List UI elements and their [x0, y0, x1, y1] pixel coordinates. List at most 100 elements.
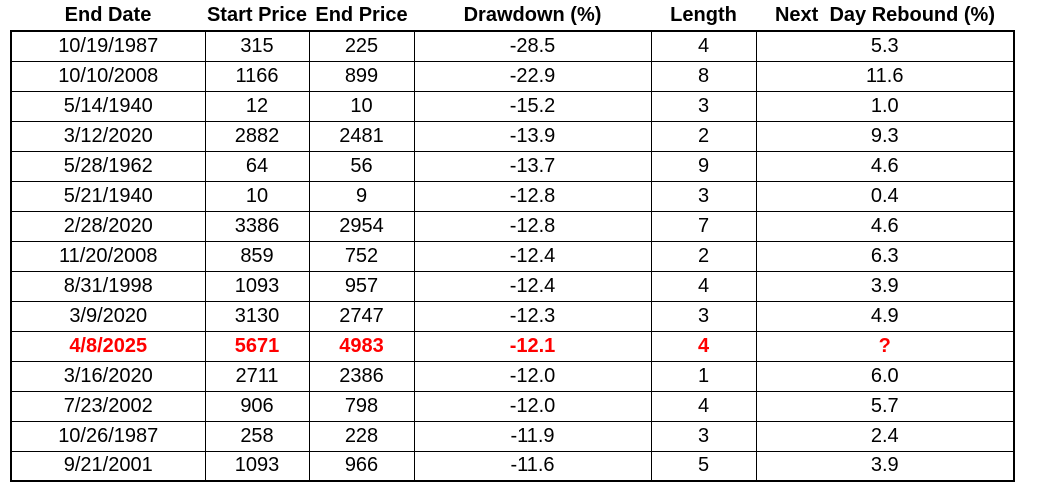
- table-cell: 315: [204, 30, 310, 62]
- table-cell: 859: [204, 240, 310, 272]
- table-cell: 4.9: [755, 300, 1015, 332]
- table-row: 3/9/2020 3130 2747 -12.3 3 4.9: [10, 300, 1015, 332]
- table-cell: 11.6: [755, 60, 1015, 92]
- table-cell: 4.6: [755, 210, 1015, 242]
- header-row: End Date Start Price End Price Drawdown …: [11, 0, 1014, 31]
- table-cell: 2954: [308, 210, 415, 242]
- table-body: 10/19/1987 315 225 -28.5 4 5.3 10/10/2008 1166 8…: [10, 30, 1015, 482]
- table-cell: -22.9: [413, 60, 652, 92]
- table-cell: 228: [308, 420, 415, 452]
- table-cell: 10: [204, 180, 310, 212]
- table-cell: 3386: [204, 210, 310, 242]
- table-cell: 2386: [308, 360, 415, 392]
- column-header-end-date: End Date: [64, 3, 152, 26]
- table-cell: 6.0: [755, 360, 1015, 392]
- table-row: 11/20/2008 859 752 -12.4 2 6.3: [10, 240, 1015, 272]
- table-cell: -13.7: [413, 150, 652, 182]
- table-cell: -15.2: [413, 90, 652, 122]
- table-cell: 7/23/2002: [10, 390, 206, 422]
- table-cell: 752: [308, 240, 415, 272]
- column-header-end-price: End Price: [315, 3, 408, 26]
- table-cell: 10/10/2008: [10, 60, 206, 92]
- table-cell: -13.9: [413, 120, 652, 152]
- table-cell: 7: [650, 210, 757, 242]
- table-cell: 2481: [308, 120, 415, 152]
- table-row: 5/21/1940 10 9 -12.8 3 0.4: [10, 180, 1015, 212]
- table-cell: 4: [650, 30, 757, 62]
- table-cell: 3: [650, 180, 757, 212]
- table-cell: 2/28/2020: [10, 210, 206, 242]
- table-row: 3/16/2020 2711 2386 -12.0 1 6.0: [10, 360, 1015, 392]
- table-cell: 6.3: [755, 240, 1015, 272]
- table-cell: 899: [308, 60, 415, 92]
- table-cell: 2: [650, 240, 757, 272]
- table-cell: 9.3: [755, 120, 1015, 152]
- table-cell: -12.8: [413, 180, 652, 212]
- drawdown-table: End Date Start Price End Price Drawdown …: [10, 0, 1015, 482]
- table-cell: 4983: [308, 330, 415, 362]
- table-cell: -12.4: [413, 270, 652, 302]
- table-row: 5/28/1962 64 56 -13.7 9 4.6: [10, 150, 1015, 182]
- column-header-start-price: Start Price: [206, 3, 308, 26]
- table-cell: 258: [204, 420, 310, 452]
- table-cell: 2.4: [755, 420, 1015, 452]
- table-cell: 1: [650, 360, 757, 392]
- table-cell: -12.0: [413, 360, 652, 392]
- table-header: End Date Start Price End Price Drawdown …: [11, 0, 1014, 31]
- table-cell: -12.8: [413, 210, 652, 242]
- table-cell: 64: [204, 150, 310, 182]
- column-header-length: Length: [670, 3, 737, 26]
- table-row: 9/21/2001 1093 966 -11.6 5 3.9: [10, 450, 1015, 482]
- table-cell: ?: [755, 330, 1015, 362]
- table-cell: 11/20/2008: [10, 240, 206, 272]
- table-cell: -11.6: [413, 450, 652, 482]
- table-cell: 9/21/2001: [10, 450, 206, 482]
- table-row: 10/10/2008 1166 899 -22.9 8 11.6: [10, 60, 1015, 92]
- table-cell: 8: [650, 60, 757, 92]
- table-cell: -28.5: [413, 30, 652, 62]
- table-cell: 3: [650, 420, 757, 452]
- table-cell: -12.4: [413, 240, 652, 272]
- table-cell: 4.6: [755, 150, 1015, 182]
- table-cell: 4: [650, 390, 757, 422]
- table-cell: 3130: [204, 300, 310, 332]
- table-cell: 5/14/1940: [10, 90, 206, 122]
- table-cell: 906: [204, 390, 310, 422]
- table-row: 10/19/1987 315 225 -28.5 4 5.3: [10, 30, 1015, 62]
- table-cell: 1166: [204, 60, 310, 92]
- table-cell: 5: [650, 450, 757, 482]
- table-cell: -12.0: [413, 390, 652, 422]
- table-cell: 8/31/1998: [10, 270, 206, 302]
- table-cell: 1.0: [755, 90, 1015, 122]
- table-cell: 5.3: [755, 30, 1015, 62]
- table-cell: 56: [308, 150, 415, 182]
- table-cell: -12.1: [413, 330, 652, 362]
- table-cell: 1093: [204, 270, 310, 302]
- table-cell: 2747: [308, 300, 415, 332]
- table-row: 10/26/1987 258 228 -11.9 3 2.4: [10, 420, 1015, 452]
- table-cell: 9: [650, 150, 757, 182]
- table-cell: 2711: [204, 360, 310, 392]
- table-cell: 3.9: [755, 450, 1015, 482]
- table-cell: 225: [308, 30, 415, 62]
- table-cell: 10/26/1987: [10, 420, 206, 452]
- table-cell: 10: [308, 90, 415, 122]
- table-cell: -11.9: [413, 420, 652, 452]
- table-cell: 5/21/1940: [10, 180, 206, 212]
- table-cell: 5.7: [755, 390, 1015, 422]
- table-cell: 3.9: [755, 270, 1015, 302]
- table-row: 5/14/1940 12 10 -15.2 3 1.0: [10, 90, 1015, 122]
- table-cell: 3/12/2020: [10, 120, 206, 152]
- table-cell: 0.4: [755, 180, 1015, 212]
- table-cell: 3: [650, 300, 757, 332]
- table-cell: 3/16/2020: [10, 360, 206, 392]
- table-row: 8/31/1998 1093 957 -12.4 4 3.9: [10, 270, 1015, 302]
- table-cell: 2882: [204, 120, 310, 152]
- column-header-drawdown: Drawdown (%): [463, 3, 602, 26]
- table-cell: -12.3: [413, 300, 652, 332]
- table-cell: 10/19/1987: [10, 30, 206, 62]
- table-cell: 3: [650, 90, 757, 122]
- table-cell: 4/8/2025: [10, 330, 206, 362]
- table-cell: 3/9/2020: [10, 300, 206, 332]
- table-cell: 966: [308, 450, 415, 482]
